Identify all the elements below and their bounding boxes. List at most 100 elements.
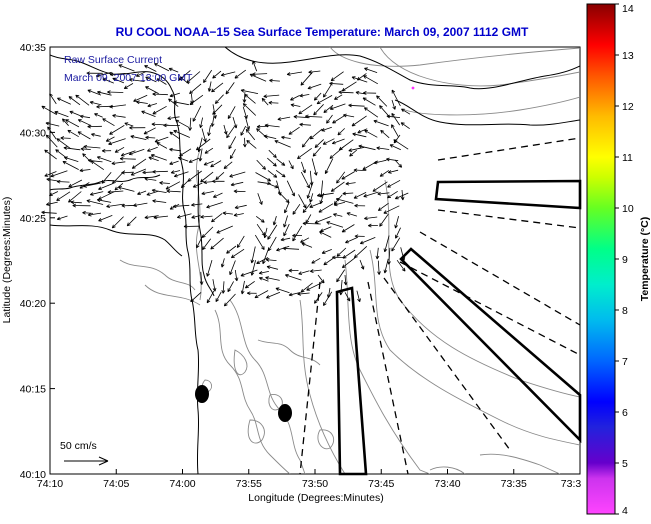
current-vector-arrow (288, 126, 300, 135)
scale-arrow (64, 456, 109, 466)
y-tick-label: 40:30 (20, 127, 46, 139)
current-vector-arrow (379, 170, 390, 177)
current-vector-arrow (220, 258, 225, 268)
colorbar-tick-label: 14 (622, 3, 634, 15)
current-vector-arrow (336, 247, 347, 257)
current-vector-arrow (316, 95, 333, 105)
current-vector-arrow (108, 138, 126, 146)
current-vector-arrow (363, 107, 379, 118)
x-tick-label: 73:40 (434, 478, 460, 490)
current-vector-arrow (65, 119, 80, 128)
current-vector-arrow (302, 221, 321, 226)
colorbar-tick-label: 8 (622, 305, 628, 317)
current-vector-arrow (246, 140, 257, 149)
current-vector-arrow (77, 119, 92, 127)
current-vector-arrow (308, 70, 321, 74)
current-vector-arrow (147, 146, 158, 152)
contour-line (317, 429, 334, 450)
current-vector-arrow (314, 139, 324, 148)
current-vector-arrow (298, 270, 310, 275)
current-vector-arrow (391, 124, 399, 137)
current-vector-arrow (329, 146, 344, 159)
current-vector-arrow (98, 183, 113, 190)
current-vector-arrow (118, 186, 135, 192)
current-vector-arrow (45, 134, 58, 148)
current-vector-arrow (395, 227, 401, 239)
current-vector-arrow (109, 72, 126, 77)
current-vector-arrow (191, 215, 201, 219)
current-vector-arrow (68, 179, 83, 188)
current-vector-arrow (234, 69, 247, 79)
current-vector-arrow (144, 65, 157, 72)
current-vector-arrow (341, 81, 357, 92)
current-vector-arrow (342, 191, 354, 196)
current-vector-arrow (188, 157, 200, 163)
current-vector-arrow (101, 148, 112, 153)
current-vector-arrow (70, 200, 82, 205)
current-vector-arrow (339, 279, 343, 296)
current-vector-arrow (358, 144, 376, 151)
plot-area (49, 46, 581, 475)
current-vector-arrow (387, 190, 398, 199)
current-vector-arrow (183, 224, 200, 229)
current-vector-arrow (353, 168, 367, 173)
current-vector-arrow (267, 170, 278, 178)
current-vector-arrow (373, 119, 389, 127)
current-vector-arrow (376, 95, 388, 107)
current-vector-arrow (401, 108, 411, 115)
current-vector-arrow (345, 181, 356, 186)
current-vector-arrow (152, 169, 168, 174)
current-vector-arrow (268, 183, 279, 189)
current-vector-arrow (232, 116, 238, 129)
current-vector-arrow (299, 122, 311, 127)
current-vector-arrow (169, 147, 181, 152)
current-vector-arrow (62, 118, 69, 126)
current-vector-arrow (355, 90, 365, 95)
current-vector-arrow (90, 160, 105, 171)
coastline-nj (50, 54, 200, 474)
current-vector-arrow (244, 116, 250, 130)
current-vector-arrow (307, 83, 322, 90)
beam-bar (335, 286, 368, 476)
x-tick-label: 73:55 (236, 478, 262, 490)
current-vector-arrow (96, 198, 112, 203)
current-vector-arrow (230, 248, 245, 259)
current-vector-arrow (380, 129, 390, 139)
current-vector-arrow (391, 99, 396, 110)
current-vector-arrow (44, 149, 57, 160)
current-vector-arrow (169, 131, 180, 140)
current-vector-arrow (75, 94, 90, 106)
current-vector-arrow (364, 67, 378, 73)
y-axis-ticks: 40:35 40:30 40:25 40:20 40:15 40:10 (20, 42, 55, 481)
contour-line (384, 179, 580, 398)
current-vector-arrow (254, 234, 265, 251)
current-vector-arrow (166, 189, 181, 194)
current-vector-arrow (111, 216, 124, 229)
current-vector-arrow (263, 134, 277, 139)
current-vector-arrow (68, 191, 82, 203)
current-vector-arrow (377, 202, 389, 211)
current-vector-arrow (203, 180, 214, 185)
current-vector-arrow (147, 103, 158, 108)
colorbar-tick-label: 4 (622, 505, 628, 517)
current-vector-arrow (203, 69, 213, 83)
current-vector-arrow (256, 128, 268, 139)
current-vector-arrow (46, 177, 58, 182)
current-vector-arrow (245, 128, 256, 141)
current-vector-arrow (214, 94, 224, 104)
contour-line (369, 249, 580, 446)
contour-line (229, 299, 306, 474)
current-vector-arrow (313, 104, 324, 116)
colorbar-tick-label: 6 (622, 407, 628, 419)
y-tick-label: 40:10 (20, 469, 46, 481)
current-vector-arrow (329, 103, 346, 110)
current-vector-arrow (120, 150, 136, 157)
contour-line (214, 309, 291, 474)
current-vector-arrow (143, 127, 156, 135)
current-vector-arrow (223, 124, 228, 135)
current-vector-arrow (114, 146, 125, 153)
current-vector-arrow (261, 97, 269, 106)
current-vector-arrow (206, 290, 215, 304)
current-vector-arrow (333, 213, 343, 217)
colorbar-tick-label: 5 (622, 458, 628, 470)
